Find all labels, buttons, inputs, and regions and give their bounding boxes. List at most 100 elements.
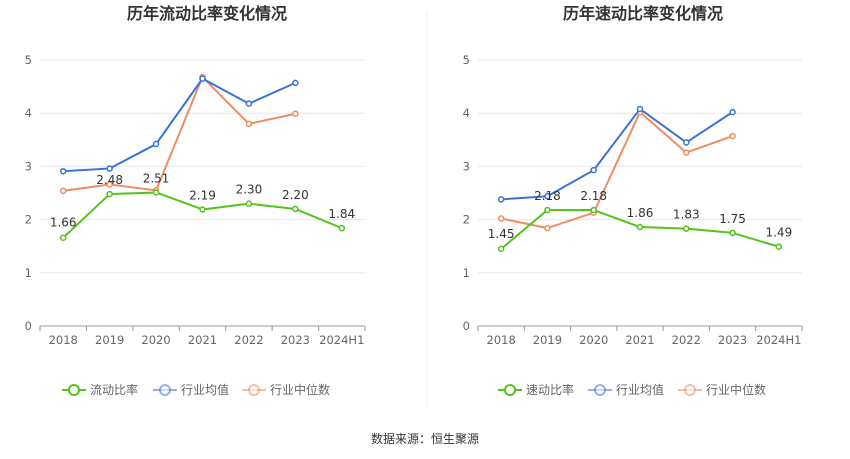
y-tick-label: 2 <box>463 213 470 227</box>
y-tick-label: 0 <box>25 319 32 333</box>
data-label: 1.75 <box>719 212 746 226</box>
legend-label: 行业均值 <box>616 382 664 397</box>
data-point-company[interactable] <box>497 245 505 253</box>
data-point-industry-avg[interactable] <box>152 140 160 148</box>
x-tick-label: 2024H1 <box>756 333 801 347</box>
legend-swatch-marker <box>504 384 516 396</box>
data-label: 1.45 <box>488 227 515 241</box>
legend-label: 流动比率 <box>90 382 138 397</box>
data-point-company[interactable] <box>544 206 551 214</box>
x-tick-label: 2019 <box>533 333 562 347</box>
chart-title: 历年速动比率变化情况 <box>563 4 723 23</box>
legend-item-industry-avg[interactable]: 行业均值 <box>588 382 664 397</box>
series-line-industry-avg <box>63 77 296 173</box>
data-label: 2.18 <box>580 189 607 203</box>
data-label: 1.84 <box>328 207 355 221</box>
quick-ratio-chart: 历年速动比率变化情况 0 1 2 3 4 5 2018 2019 2020 2021 2022 2023… <box>463 4 803 397</box>
data-label: 2.18 <box>534 189 561 203</box>
y-tick-label: 3 <box>25 159 32 173</box>
data-label: 1.66 <box>50 216 77 230</box>
data-point-industry-median[interactable] <box>106 181 113 188</box>
data-point-company[interactable] <box>152 189 160 196</box>
chart-title: 历年流动比率变化情况 <box>127 4 287 23</box>
y-tick-label: 3 <box>463 159 470 173</box>
data-point-company[interactable] <box>292 205 299 213</box>
legend-item-company[interactable]: 速动比率 <box>498 382 574 397</box>
data-point-company[interactable] <box>245 200 253 207</box>
data-point-industry-avg[interactable] <box>106 165 113 172</box>
x-tick-label: 2018 <box>487 333 516 347</box>
legend-label: 行业均值 <box>181 382 229 397</box>
x-tick-label: 2022 <box>672 333 701 347</box>
series-line-industry-median <box>63 76 296 192</box>
legend-swatch-marker <box>248 384 260 396</box>
legend-swatch-marker <box>684 384 696 396</box>
data-point-industry-median[interactable] <box>292 110 299 117</box>
y-tick-label: 1 <box>463 266 470 280</box>
x-tick-label: 2023 <box>718 333 747 347</box>
data-point-company[interactable] <box>775 243 783 250</box>
data-point-industry-median[interactable] <box>59 187 67 195</box>
y-tick-label: 1 <box>25 266 32 280</box>
x-tick-label: 2018 <box>49 333 78 347</box>
data-label: 2.20 <box>282 188 309 202</box>
data-label: 1.86 <box>627 206 654 220</box>
legend-swatch-marker <box>159 384 171 396</box>
current-ratio-chart: 历年流动比率变化情况 0 1 2 3 4 5 2018 2019 2020 2021 2022 2023… <box>25 4 366 397</box>
y-tick-label: 5 <box>463 53 470 67</box>
data-point-company[interactable] <box>338 224 346 232</box>
series-line-industry-median <box>500 111 733 230</box>
y-tick-label: 2 <box>25 213 32 227</box>
x-tick-label: 2022 <box>234 333 263 347</box>
legend-item-industry-median[interactable]: 行业中位数 <box>242 382 330 397</box>
legend-item-company[interactable]: 流动比率 <box>62 382 138 397</box>
y-tick-label: 4 <box>25 106 32 120</box>
legend-label: 速动比率 <box>526 382 574 397</box>
x-tick-label: 2023 <box>281 333 310 347</box>
source-note: 数据来源：恒生聚源 <box>371 431 479 446</box>
legend-item-industry-avg[interactable]: 行业均值 <box>153 382 229 397</box>
data-point-company[interactable] <box>59 234 67 241</box>
data-point-company[interactable] <box>636 223 644 231</box>
data-label: 2.19 <box>189 188 216 202</box>
data-label: 1.83 <box>673 208 700 222</box>
data-point-company[interactable] <box>683 225 690 232</box>
series-line-industry-avg <box>501 107 734 201</box>
x-tick-label: 2024H1 <box>319 333 364 347</box>
data-point-industry-avg[interactable] <box>636 105 644 113</box>
y-tick-label: 5 <box>25 53 32 67</box>
data-label: 2.30 <box>236 183 263 197</box>
data-point-industry-avg[interactable] <box>199 75 206 82</box>
data-label: 2.51 <box>143 171 170 185</box>
data-label: 2.48 <box>96 173 123 187</box>
data-point-industry-avg[interactable] <box>292 79 299 87</box>
data-point-industry-median[interactable] <box>497 215 505 222</box>
data-point-industry-avg[interactable] <box>683 139 690 146</box>
x-tick-label: 2020 <box>141 333 170 347</box>
data-point-industry-median[interactable] <box>729 132 736 140</box>
data-point-industry-avg[interactable] <box>544 192 551 200</box>
legend-label: 行业中位数 <box>706 382 766 397</box>
data-point-industry-avg[interactable] <box>729 108 736 116</box>
data-point-industry-avg[interactable] <box>497 196 505 203</box>
legend-item-industry-median[interactable]: 行业中位数 <box>678 382 766 397</box>
data-point-industry-median[interactable] <box>245 120 253 128</box>
data-point-industry-avg[interactable] <box>59 167 67 175</box>
x-tick-label: 2020 <box>579 333 608 347</box>
legend-swatch-marker <box>594 384 606 396</box>
x-tick-label: 2021 <box>188 333 217 347</box>
x-tick-label: 2021 <box>625 333 654 347</box>
legend-label: 行业中位数 <box>270 382 330 397</box>
data-point-company[interactable] <box>590 206 597 214</box>
data-point-industry-median[interactable] <box>683 149 690 156</box>
data-point-industry-median[interactable] <box>544 224 551 232</box>
data-point-industry-avg[interactable] <box>590 166 597 174</box>
x-tick-label: 2019 <box>95 333 124 347</box>
y-tick-label: 0 <box>463 319 470 333</box>
data-point-company[interactable] <box>729 229 736 237</box>
data-point-industry-avg[interactable] <box>245 100 253 107</box>
legend-swatch-marker <box>68 384 80 396</box>
data-point-company[interactable] <box>106 190 113 198</box>
data-point-company[interactable] <box>199 206 206 213</box>
